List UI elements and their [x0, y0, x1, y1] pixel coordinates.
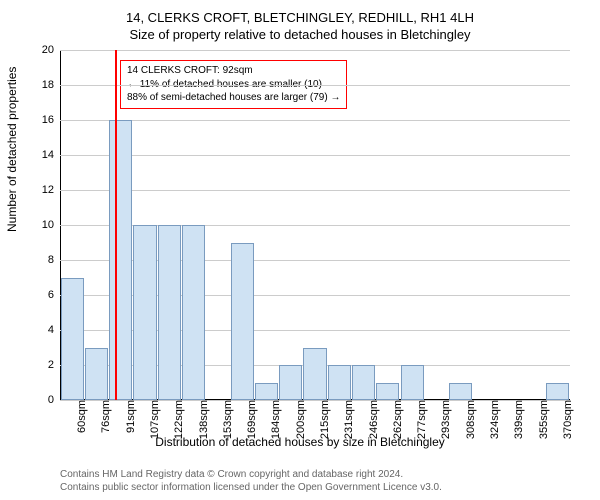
histogram-bar	[303, 348, 326, 401]
y-tick-label: 12	[42, 184, 60, 196]
y-tick-label: 18	[42, 79, 60, 91]
y-tick-label: 4	[48, 324, 60, 336]
gridline	[60, 155, 570, 156]
histogram-bar	[546, 383, 569, 401]
annotation-line: 88% of semi-detached houses are larger (…	[127, 91, 340, 105]
histogram-bar	[158, 225, 181, 400]
y-tick-label: 14	[42, 149, 60, 161]
histogram-bar	[255, 383, 278, 401]
x-tick-label: 200sqm	[291, 400, 307, 439]
footer-credits: Contains HM Land Registry data © Crown c…	[60, 468, 442, 494]
y-tick-label: 8	[48, 254, 60, 266]
gridline	[60, 50, 570, 51]
annotation-line: 14 CLERKS CROFT: 92sqm	[127, 64, 340, 78]
x-tick-label: 355sqm	[534, 400, 550, 439]
y-tick-label: 16	[42, 114, 60, 126]
x-tick-label: 339sqm	[509, 400, 525, 439]
y-axis-label: Number of detached properties	[5, 67, 19, 232]
x-tick-label: 91sqm	[121, 400, 137, 433]
chart-plot-area: 14 CLERKS CROFT: 92sqm ← 11% of detached…	[60, 50, 570, 400]
histogram-bar	[401, 365, 424, 400]
y-tick-label: 2	[48, 359, 60, 371]
x-tick-label: 262sqm	[388, 400, 404, 439]
x-tick-label: 184sqm	[266, 400, 282, 439]
chart-title-address: 14, CLERKS CROFT, BLETCHINGLEY, REDHILL,…	[0, 10, 600, 25]
x-tick-label: 277sqm	[412, 400, 428, 439]
y-tick-label: 0	[48, 394, 60, 406]
x-tick-label: 153sqm	[218, 400, 234, 439]
y-tick-label: 10	[42, 219, 60, 231]
x-tick-label: 231sqm	[339, 400, 355, 439]
x-tick-label: 246sqm	[364, 400, 380, 439]
x-tick-label: 215sqm	[315, 400, 331, 439]
x-tick-label: 169sqm	[242, 400, 258, 439]
x-tick-label: 308sqm	[461, 400, 477, 439]
gridline	[60, 120, 570, 121]
x-tick-label: 138sqm	[194, 400, 210, 439]
histogram-bar	[61, 278, 84, 401]
histogram-bar	[328, 365, 351, 400]
x-tick-label: 370sqm	[558, 400, 574, 439]
histogram-bar	[133, 225, 156, 400]
histogram-bar	[182, 225, 205, 400]
x-tick-label: 60sqm	[72, 400, 88, 433]
chart-header: 14, CLERKS CROFT, BLETCHINGLEY, REDHILL,…	[0, 0, 600, 42]
histogram-bar	[449, 383, 472, 401]
gridline	[60, 190, 570, 191]
x-tick-label: 324sqm	[485, 400, 501, 439]
histogram-bar	[109, 120, 132, 400]
y-tick-label: 20	[42, 44, 60, 56]
chart-title-subtitle: Size of property relative to detached ho…	[0, 27, 600, 42]
histogram-bar	[279, 365, 302, 400]
gridline	[60, 85, 570, 86]
y-tick-label: 6	[48, 289, 60, 301]
x-tick-label: 293sqm	[436, 400, 452, 439]
histogram-bar	[376, 383, 399, 401]
highlight-marker-line	[115, 50, 117, 400]
histogram-bar	[85, 348, 108, 401]
x-axis-label: Distribution of detached houses by size …	[0, 435, 600, 449]
x-tick-label: 76sqm	[96, 400, 112, 433]
x-tick-label: 107sqm	[145, 400, 161, 439]
histogram-bar	[231, 243, 254, 401]
footer-line: Contains public sector information licen…	[60, 481, 442, 494]
footer-line: Contains HM Land Registry data © Crown c…	[60, 468, 442, 481]
histogram-bar	[352, 365, 375, 400]
x-tick-label: 122sqm	[169, 400, 185, 439]
